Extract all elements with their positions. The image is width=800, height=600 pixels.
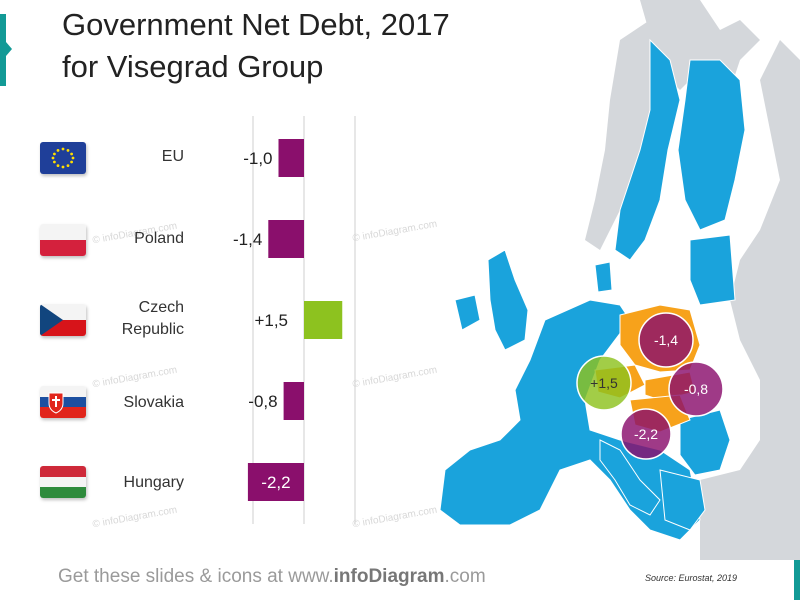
map-baltics xyxy=(689,234,736,306)
country-label-eu: EU xyxy=(161,148,184,165)
bar-value-label: -0,8 xyxy=(248,392,277,411)
map-bubble-label: +1,5 xyxy=(590,375,618,391)
bar-value-label: +1,5 xyxy=(254,311,288,330)
country-label-czech-republic: Czech Republic xyxy=(121,299,184,338)
country-label-poland: Poland xyxy=(134,230,184,247)
map-bubble-label: -2,2 xyxy=(634,426,658,442)
map-sweden xyxy=(614,38,681,261)
map-denmark xyxy=(594,261,613,293)
source-note: Source: Eurostat, 2019 xyxy=(645,573,738,583)
map-finland xyxy=(677,59,746,231)
map-bubble-hungary xyxy=(620,408,672,460)
map-greece xyxy=(659,469,706,531)
map-bubble-czech-republic xyxy=(576,355,632,411)
slide-accent-tab-bottom xyxy=(794,558,800,600)
bar-eu xyxy=(278,139,304,177)
bar-chart: -1,0 -1,4 +1,5 -0,8 -2,2 xyxy=(233,116,356,524)
footer-brand: infoDiagram xyxy=(333,566,445,587)
footer-promo: Get these slides & icons at www.infoDiag… xyxy=(58,566,486,588)
watermark: © infoDiagram.com xyxy=(91,364,179,391)
bar-poland xyxy=(268,220,304,258)
bar-value-label: -1,4 xyxy=(233,230,262,249)
map-uk xyxy=(487,249,529,351)
watermark: © infoDiagram.com xyxy=(91,504,179,531)
bar-slovakia xyxy=(283,382,304,420)
footer-prefix: Get these slides & icons at www. xyxy=(58,566,334,587)
map-ireland xyxy=(454,294,481,331)
map-norway xyxy=(585,20,660,250)
map-bubble-poland xyxy=(638,312,694,368)
eu-flag-icon xyxy=(40,142,86,174)
map-non-eu xyxy=(700,40,800,560)
bar-hungary xyxy=(247,463,304,501)
map-italy xyxy=(599,439,661,516)
bar-czech-republic xyxy=(304,301,343,339)
map-bubble-slovakia xyxy=(668,361,724,417)
map-romania xyxy=(679,409,731,476)
footer-suffix: .com xyxy=(444,566,486,587)
bar-value-label: -2,2 xyxy=(261,473,290,492)
country-label-slovakia: Slovakia xyxy=(123,394,184,411)
map-bubble-label: -0,8 xyxy=(684,381,708,397)
europe-map: -1,4 +1,5 -0,8 -2,2 xyxy=(439,0,800,560)
poland-flag-icon xyxy=(40,224,86,256)
map-bubble-label: -1,4 xyxy=(654,332,678,348)
slide-accent-tab xyxy=(0,14,12,86)
title-line-1: Government Net Debt, 2017 xyxy=(62,7,450,42)
page-title: Government Net Debt, 2017 for Visegrad G… xyxy=(62,4,582,88)
slovakia-flag-icon xyxy=(40,386,86,418)
title-line-2: for Visegrad Group xyxy=(62,49,324,84)
bar-value-label: -1,0 xyxy=(243,149,272,168)
czech-flag-icon xyxy=(40,304,86,336)
country-label-hungary: Hungary xyxy=(123,474,184,491)
hungary-flag-icon xyxy=(40,466,86,498)
